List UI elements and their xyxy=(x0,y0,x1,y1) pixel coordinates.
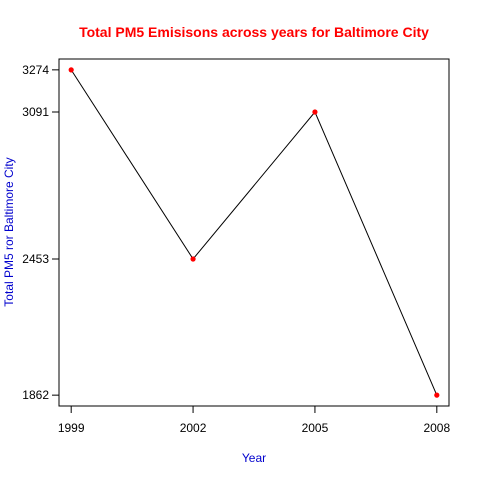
series-layer xyxy=(68,67,440,398)
chart-title: Total PM5 Emisisons across years for Bal… xyxy=(79,24,429,40)
data-point xyxy=(434,392,440,398)
y-tick-label: 3274 xyxy=(22,63,49,77)
y-axis-label: Total PM5 ror Baltimore City xyxy=(2,157,16,306)
x-tick-label: 1999 xyxy=(58,421,85,435)
x-tick-label: 2002 xyxy=(180,421,207,435)
y-tick-label: 2453 xyxy=(22,252,49,266)
y-tick-label: 1862 xyxy=(22,388,49,402)
data-point xyxy=(68,67,74,73)
y-axis: 3274 3091 2453 1862 xyxy=(22,63,59,402)
x-axis-label: Year xyxy=(242,451,266,465)
plot-area-border xyxy=(58,58,450,407)
x-tick-label: 2008 xyxy=(423,421,450,435)
y-tick-label: 3091 xyxy=(22,105,49,119)
series-line xyxy=(70,69,438,396)
data-point xyxy=(312,109,318,115)
x-axis: 1999 2002 2005 2008 xyxy=(58,406,450,435)
data-point xyxy=(190,256,196,262)
x-tick-label: 2005 xyxy=(302,421,329,435)
